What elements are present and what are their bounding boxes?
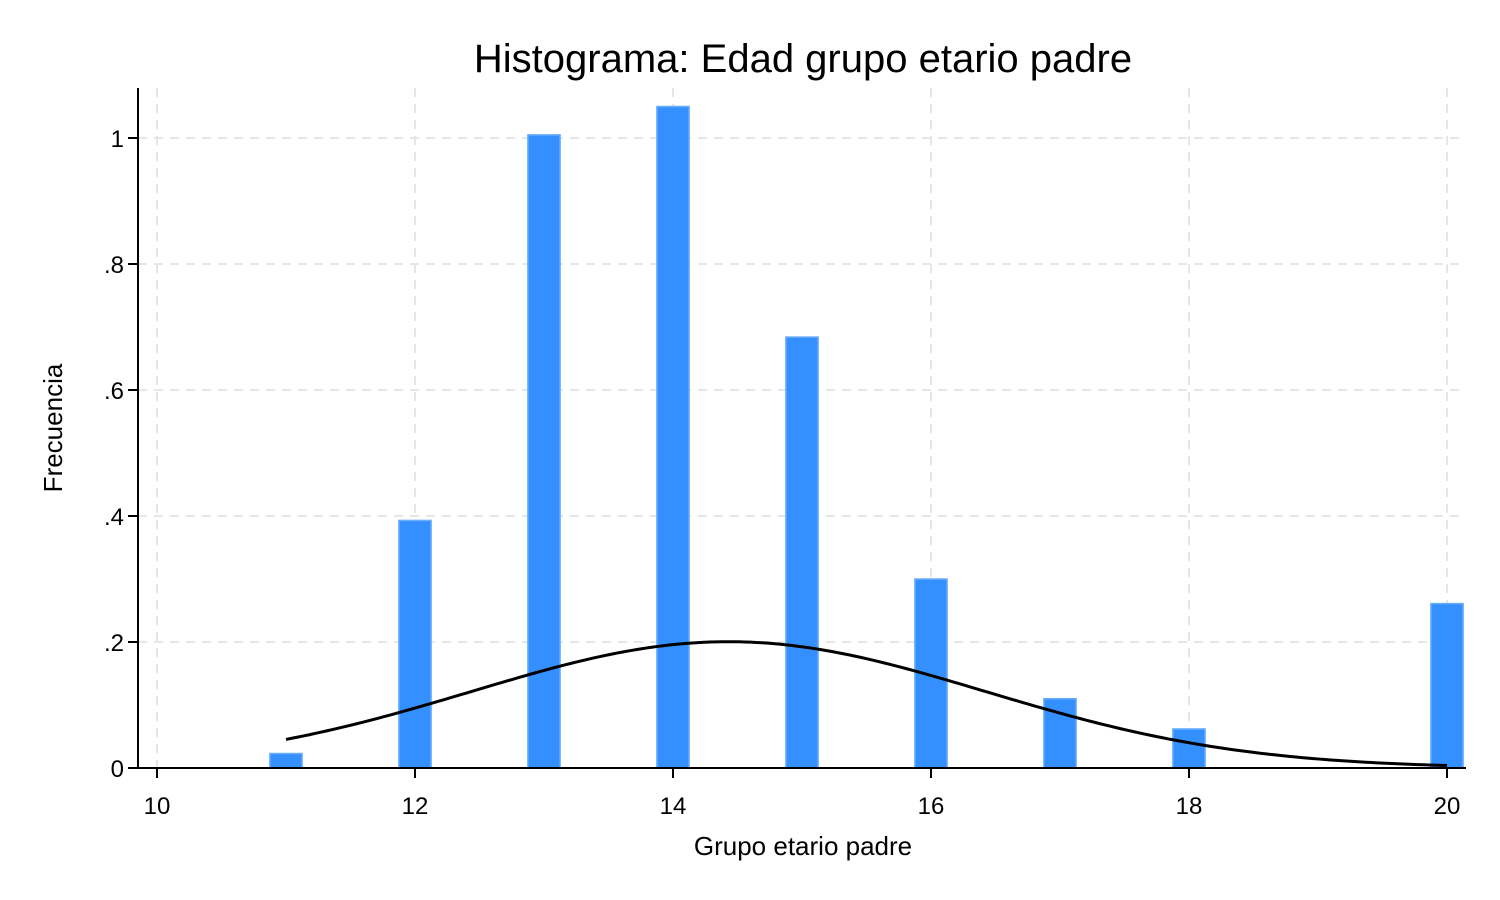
- histogram-bar: [1172, 728, 1206, 769]
- histogram-bar: [269, 752, 303, 769]
- x-tick-label: 14: [660, 793, 687, 820]
- histogram-bar: [914, 578, 948, 769]
- bars-group: [269, 105, 1464, 769]
- x-tick-label: 10: [144, 793, 171, 820]
- x-tick-label: 18: [1176, 793, 1203, 820]
- y-tick-label: .2: [104, 630, 124, 657]
- histogram-bar: [656, 105, 690, 769]
- x-axis-label: Grupo etario padre: [694, 831, 912, 861]
- y-ticks: 0 .2 .4 .6 .8 1: [104, 126, 138, 783]
- x-ticks: 10 12 14 16 18 20: [144, 768, 1461, 820]
- y-tick-label: .6: [104, 378, 124, 405]
- axes-group: [137, 88, 1466, 769]
- y-tick-label: 0: [111, 756, 124, 783]
- x-tick-label: 20: [1434, 793, 1461, 820]
- density-curve-group: [285, 640, 1448, 767]
- histogram-bar: [785, 336, 819, 769]
- x-tick-label: 12: [402, 793, 429, 820]
- y-tick-label: .8: [104, 252, 124, 279]
- y-tick-label: .4: [104, 504, 124, 531]
- histogram-bar: [1430, 602, 1464, 769]
- y-tick-label: 1: [111, 126, 124, 153]
- chart-title: Histograma: Edad grupo etario padre: [474, 37, 1132, 81]
- normal-density-curve: [285, 640, 1448, 767]
- histogram-bar: [398, 519, 432, 769]
- y-axis-label: Frecuencia: [38, 363, 68, 492]
- x-tick-label: 16: [918, 793, 945, 820]
